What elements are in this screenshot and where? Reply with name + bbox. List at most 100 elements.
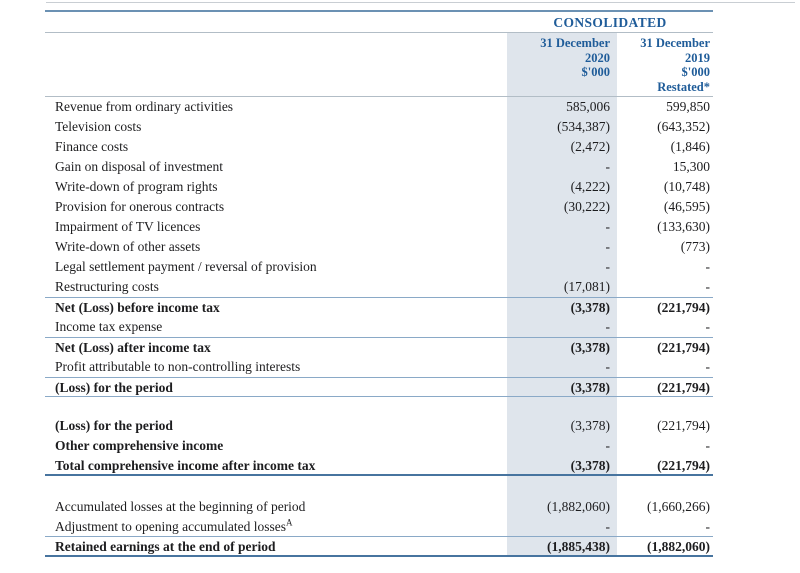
cell-2019: - bbox=[705, 519, 711, 534]
row-label: Revenue from ordinary activities bbox=[55, 99, 234, 114]
cell-2020: 585,006 bbox=[507, 97, 617, 117]
table-row: Gain on disposal of investment - 15,300 bbox=[45, 157, 713, 177]
table-row: Write-down of other assets - (773) bbox=[45, 237, 713, 257]
table-row: Revenue from ordinary activities 585,006 5… bbox=[45, 97, 713, 117]
table-row: Television costs (534,387) (643,352) bbox=[45, 117, 713, 137]
cell-2020: - bbox=[507, 317, 617, 337]
column-header-2019-line: 2019 bbox=[685, 50, 710, 65]
column-headers-row: 31 December 2020 $'000 31 December 2019 … bbox=[45, 33, 713, 97]
cell-2019: - bbox=[705, 438, 711, 453]
cell-2019 bbox=[617, 397, 713, 416]
cell-2020: (17,081) bbox=[507, 277, 617, 297]
cell-2020: (3,378) bbox=[507, 416, 617, 436]
cell-2020: (3,378) bbox=[507, 338, 617, 357]
column-header-2019-line: $'000 bbox=[681, 65, 710, 79]
cell-2020: - bbox=[507, 217, 617, 237]
cell-2019: - bbox=[705, 359, 711, 374]
cell-2019: (10,748) bbox=[663, 179, 710, 194]
row-label: Impairment of TV licences bbox=[55, 219, 201, 234]
table-row: Total comprehensive income after income … bbox=[45, 456, 713, 476]
row-label bbox=[45, 476, 507, 497]
group-header-row: CONSOLIDATED bbox=[45, 12, 713, 33]
cell-2020: - bbox=[507, 517, 617, 536]
cell-2019: (46,595) bbox=[663, 199, 710, 214]
cell-2020: - bbox=[507, 357, 617, 377]
row-label: Total comprehensive income after income … bbox=[55, 458, 316, 473]
table-row: (Loss) for the period (3,378) (221,794) bbox=[45, 416, 713, 436]
table-row: Other comprehensive income - - bbox=[45, 436, 713, 456]
row-label: (Loss) for the period bbox=[55, 418, 173, 433]
row-label: Profit attributable to non-controlling i… bbox=[55, 359, 301, 374]
cell-2020: - bbox=[507, 436, 617, 456]
table-row: Provision for onerous contracts (30,222) (… bbox=[45, 197, 713, 217]
cell-2020: - bbox=[507, 157, 617, 177]
spacer-row bbox=[45, 397, 713, 416]
cell-2020: (1,882,060) bbox=[507, 497, 617, 517]
row-label: Income tax expense bbox=[55, 319, 163, 334]
row-label: Legal settlement payment / reversal of p… bbox=[55, 259, 317, 274]
cell-2020: - bbox=[507, 237, 617, 257]
table-row: Accumulated losses at the beginning of p… bbox=[45, 497, 713, 517]
cell-2020: (534,387) bbox=[507, 117, 617, 137]
cell-2019: (643,352) bbox=[657, 119, 710, 134]
row-label: Other comprehensive income bbox=[55, 438, 224, 453]
cell-2019: (133,630) bbox=[657, 219, 710, 234]
cell-2020: (30,222) bbox=[507, 197, 617, 217]
column-header-2019: 31 December 2019 $'000 Restated* bbox=[617, 33, 713, 96]
row-label: Net (Loss) after income tax bbox=[55, 340, 211, 355]
row-label: Accumulated losses at the beginning of p… bbox=[55, 499, 306, 514]
column-header-2019-line: Restated* bbox=[657, 79, 710, 94]
table-row: Write-down of program rights (4,222) (10,7… bbox=[45, 177, 713, 197]
row-label: Adjustment to opening accumulated losses… bbox=[55, 517, 293, 534]
table-row: Impairment of TV licences - (133,630) bbox=[45, 217, 713, 237]
row-label: Retained earnings at the end of period bbox=[55, 539, 276, 554]
cell-2019: 15,300 bbox=[672, 159, 710, 174]
cell-2020 bbox=[507, 476, 617, 497]
row-label: Net (Loss) before income tax bbox=[55, 300, 220, 315]
cell-2019: (221,794) bbox=[657, 340, 710, 355]
cell-2020: (2,472) bbox=[507, 137, 617, 157]
row-label: Gain on disposal of investment bbox=[55, 159, 223, 174]
row-label: Television costs bbox=[55, 119, 142, 134]
cell-2019: (1,846) bbox=[670, 139, 710, 154]
row-label bbox=[45, 397, 507, 416]
column-header-2020: 31 December 2020 $'000 bbox=[507, 33, 617, 96]
row-label: Write-down of program rights bbox=[55, 179, 218, 194]
spacer-row bbox=[45, 476, 713, 497]
table-row: Net (Loss) after income tax (3,378) (221,7… bbox=[45, 337, 713, 357]
financial-statement-table: CONSOLIDATED 31 December 2020 $'000 31 D… bbox=[45, 10, 713, 557]
cell-2019: (1,882,060) bbox=[647, 539, 710, 554]
row-label: Finance costs bbox=[55, 139, 129, 154]
group-title: CONSOLIDATED bbox=[553, 15, 667, 30]
column-header-2020-line: 2020 bbox=[585, 50, 610, 65]
cell-2019: - bbox=[705, 259, 711, 274]
cell-2020 bbox=[507, 397, 617, 416]
table-body: Revenue from ordinary activities 585,006 5… bbox=[45, 97, 713, 557]
table-row: Profit attributable to non-controlling i… bbox=[45, 357, 713, 377]
column-header-2020-line: 31 December bbox=[540, 36, 610, 50]
page-top-rule bbox=[46, 2, 795, 3]
group-header-spacer bbox=[45, 12, 507, 32]
label-column-header bbox=[45, 33, 507, 96]
column-header-2019-line: 31 December bbox=[640, 36, 710, 50]
cell-2019: (221,794) bbox=[657, 418, 710, 433]
cell-2020: (3,378) bbox=[507, 298, 617, 317]
cell-2019: (221,794) bbox=[657, 458, 710, 473]
cell-2019: (221,794) bbox=[657, 380, 710, 395]
cell-2020: (3,378) bbox=[507, 378, 617, 396]
row-label: Write-down of other assets bbox=[55, 239, 201, 254]
cell-2019 bbox=[617, 476, 713, 497]
row-label: Provision for onerous contracts bbox=[55, 199, 225, 214]
table-row: (Loss) for the period (3,378) (221,794) bbox=[45, 377, 713, 397]
row-label: (Loss) for the period bbox=[55, 380, 173, 395]
table-row: Adjustment to opening accumulated losses… bbox=[45, 517, 713, 537]
table-row: Finance costs (2,472) (1,846) bbox=[45, 137, 713, 157]
column-header-2020-line: $'000 bbox=[581, 65, 610, 79]
cell-2020: (4,222) bbox=[507, 177, 617, 197]
table-row: Income tax expense - - bbox=[45, 317, 713, 337]
cell-2019: - bbox=[705, 319, 711, 334]
cell-2019: - bbox=[705, 279, 711, 294]
cell-2020: (3,378) bbox=[507, 456, 617, 474]
cell-2019: (773) bbox=[680, 239, 710, 254]
table-row: Net (Loss) before income tax (3,378) (221,… bbox=[45, 297, 713, 317]
